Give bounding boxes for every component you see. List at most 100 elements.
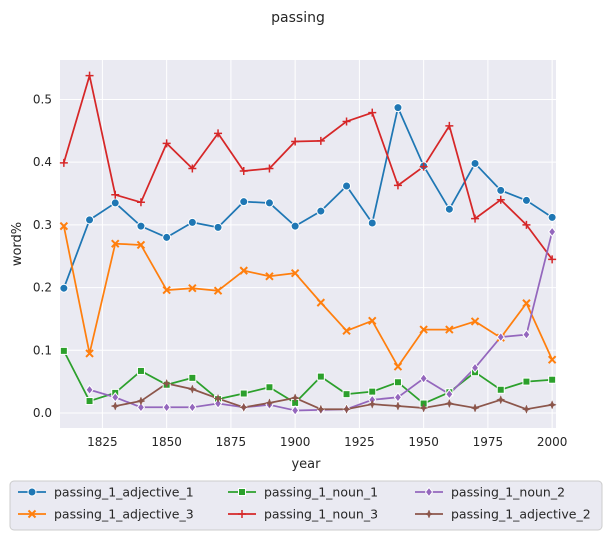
data-point-passing_1_adjective_3	[162, 285, 171, 295]
data-point-passing_1_noun_3	[162, 139, 171, 148]
legend-swatch-marker	[27, 509, 37, 519]
data-point-passing_1_noun_2	[291, 405, 300, 416]
data-point-passing_1_adjective_3	[188, 283, 197, 293]
data-point-passing_1_adjective_1	[521, 195, 531, 205]
data-point-passing_1_adjective_2	[547, 400, 557, 410]
data-point-passing_1_noun_1	[368, 387, 377, 396]
x-tick-label: 1850	[151, 435, 182, 449]
x-tick-label: 1900	[280, 435, 311, 449]
legend: passing_1_adjective_1 passing_1_adjective…	[9, 480, 603, 531]
x-tick-label: 1825	[87, 435, 118, 449]
legend-frame	[9, 480, 603, 531]
data-point-passing_1_adjective_1	[342, 181, 352, 191]
series-line-passing_1_adjective_1	[63, 106, 553, 289]
data-point-passing_1_adjective_3	[290, 268, 300, 278]
legend-item: passing_1_adjective_3	[18, 507, 194, 522]
data-point-passing_1_adjective_3	[445, 325, 454, 334]
data-point-passing_1_noun_3	[239, 166, 248, 175]
data-point-passing_1_adjective_2	[393, 401, 403, 411]
data-point-passing_1_adjective_3	[239, 266, 248, 275]
data-point-passing_1_adjective_1	[393, 103, 403, 113]
legend-swatch-marker	[238, 488, 246, 496]
legend-swatch-marker	[238, 510, 246, 518]
data-point-passing_1_adjective_3	[419, 325, 428, 334]
legend-swatch-marker	[424, 486, 434, 498]
data-point-passing_1_noun_3	[342, 117, 351, 126]
legend-swatch-marker	[27, 487, 37, 497]
data-point-passing_1_adjective_1	[85, 215, 95, 225]
data-point-passing_1_noun_3	[291, 137, 300, 146]
x-tick-label: 2000	[537, 435, 568, 449]
data-point-passing_1_adjective_2	[496, 395, 506, 405]
legend-label: passing_1_adjective_2	[451, 507, 591, 522]
data-point-passing_1_adjective_2	[367, 399, 377, 409]
legend-item: passing_1_noun_2	[415, 485, 565, 500]
data-point-passing_1_noun_3	[136, 198, 145, 207]
data-point-passing_1_adjective_1	[264, 198, 274, 208]
data-point-passing_1_noun_2	[188, 401, 197, 413]
x-axis-ticks: 1825 1850 1875 1900 1925 1950 1975 2000	[87, 435, 567, 449]
data-point-passing_1_adjective_3	[547, 355, 557, 364]
data-point-passing_1_adjective_2	[418, 403, 429, 413]
series-markers	[59, 71, 557, 416]
data-point-passing_1_noun_2	[213, 398, 223, 409]
data-point-passing_1_noun_2	[85, 384, 94, 396]
series-line-passing_1_noun_1	[63, 350, 553, 405]
data-point-passing_1_noun_1	[393, 378, 402, 387]
data-point-passing_1_noun_1	[59, 346, 68, 355]
legend-label: passing_1_adjective_3	[54, 507, 194, 522]
data-point-passing_1_noun_1	[265, 383, 274, 392]
x-tick-label: 1925	[344, 435, 375, 449]
data-point-passing_1_adjective_3	[470, 317, 480, 326]
data-point-passing_1_noun_2	[496, 331, 505, 343]
data-point-passing_1_noun_3	[59, 158, 68, 167]
data-point-passing_1_adjective_3	[111, 239, 120, 248]
y-tick-label: 0.0	[33, 406, 52, 420]
x-tick-label: 1875	[216, 435, 247, 449]
data-point-passing_1_adjective_1	[59, 283, 69, 293]
data-point-passing_1_noun_2	[162, 401, 171, 413]
y-tick-label: 0.5	[33, 92, 52, 106]
data-point-passing_1_noun_3	[419, 162, 428, 171]
data-point-passing_1_noun_1	[239, 389, 248, 398]
data-point-passing_1_noun_2	[136, 401, 146, 413]
legend-label: passing_1_noun_3	[264, 507, 378, 522]
data-point-passing_1_noun_1	[316, 372, 325, 381]
data-point-passing_1_noun_1	[136, 366, 145, 375]
x-tick-label: 1975	[473, 435, 504, 449]
data-point-passing_1_noun_3	[548, 255, 557, 264]
data-point-passing_1_noun_1	[548, 375, 557, 384]
x-axis-label: year	[291, 457, 321, 472]
data-point-passing_1_adjective_2	[444, 398, 455, 409]
legend-label: passing_1_noun_1	[264, 485, 378, 500]
data-point-passing_1_noun_3	[393, 181, 402, 190]
data-point-passing_1_adjective_1	[213, 222, 223, 232]
y-tick-label: 0.4	[33, 155, 52, 169]
legend-item: passing_1_noun_1	[228, 485, 378, 500]
legend-label: passing_1_noun_2	[451, 485, 565, 500]
data-point-passing_1_noun_1	[522, 377, 531, 386]
x-tick-label: 1950	[408, 435, 439, 449]
data-point-passing_1_adjective_3	[59, 221, 69, 231]
data-point-passing_1_adjective_1	[290, 221, 300, 231]
data-point-passing_1_adjective_1	[316, 206, 326, 216]
data-point-passing_1_noun_3	[214, 129, 223, 138]
data-point-passing_1_adjective_2	[161, 378, 172, 389]
data-point-passing_1_noun_3	[265, 164, 274, 173]
data-point-passing_1_noun_3	[188, 164, 197, 173]
series-line-passing_1_adjective_3	[62, 225, 553, 368]
data-point-passing_1_adjective_1	[239, 197, 249, 207]
y-axis-label: word%	[10, 222, 25, 266]
data-point-passing_1_adjective_1	[470, 158, 480, 168]
data-point-passing_1_noun_1	[342, 390, 351, 399]
data-point-passing_1_adjective_1	[136, 221, 146, 231]
data-point-passing_1_adjective_1	[110, 198, 120, 208]
data-point-passing_1_adjective_2	[316, 404, 326, 414]
y-axis-ticks: 0.0 0.1 0.2 0.3 0.4 0.5	[33, 92, 52, 419]
data-point-passing_1_noun_2	[548, 226, 557, 238]
data-point-passing_1_adjective_2	[521, 404, 532, 414]
data-point-passing_1_adjective_3	[522, 299, 531, 308]
data-point-passing_1_adjective_2	[110, 401, 120, 411]
data-point-passing_1_adjective_2	[264, 398, 275, 408]
